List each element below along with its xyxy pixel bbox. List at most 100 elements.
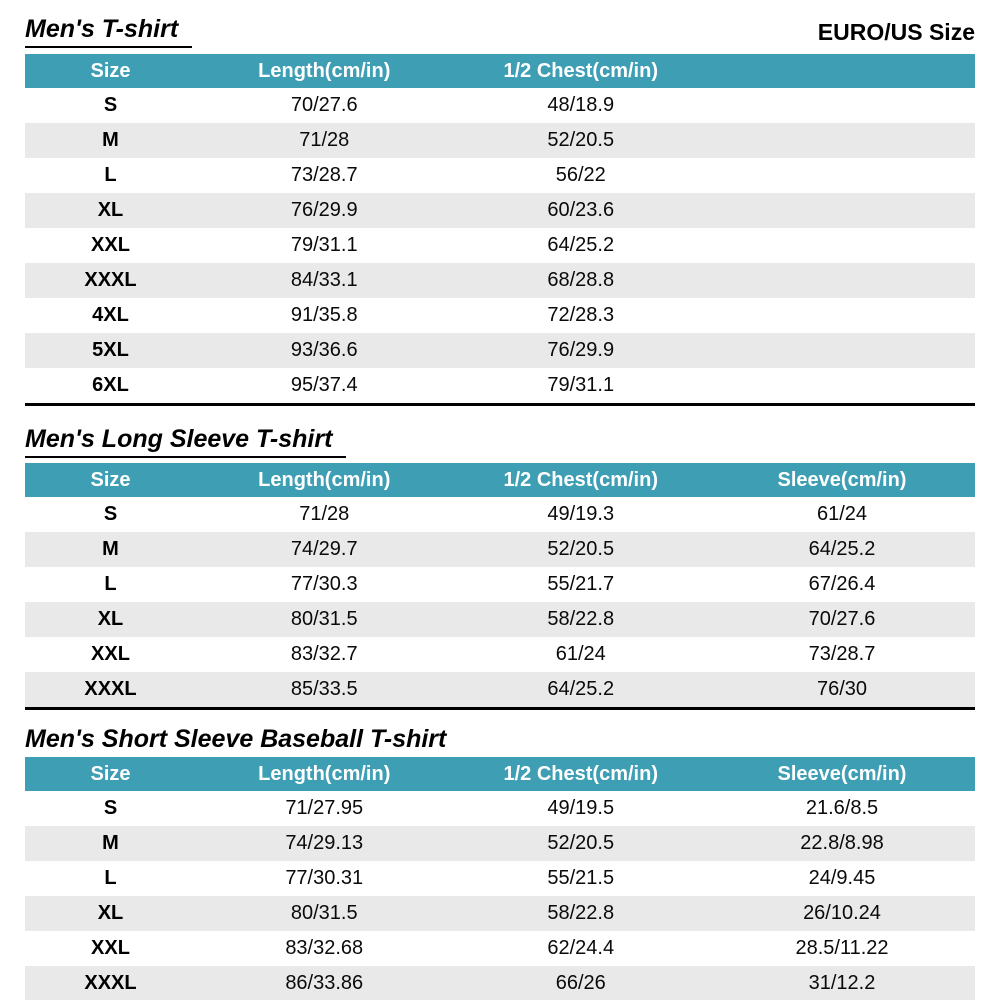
table-row: 6XL 95/37.4 79/31.1 — [25, 368, 975, 405]
column-header: 1/2 Chest(cm/in) — [452, 463, 709, 497]
size-cell: M — [102, 832, 119, 854]
measurement-cell — [709, 123, 975, 158]
table-row: XXXL 85/33.5 64/25.2 76/30 — [25, 672, 975, 709]
mens-long-sleeve-section: Men's Long Sleeve T-shirt Size Length(cm/… — [25, 424, 975, 710]
measurement-cell — [709, 158, 975, 193]
measurement-cell: 64/25.2 — [547, 678, 615, 700]
size-cell: 4XL — [92, 304, 129, 326]
table-row: XL 76/29.9 60/23.6 — [25, 193, 975, 228]
measurement-cell: 28.5/11.22 — [795, 937, 889, 959]
measurement-cell: 66/26 — [555, 972, 606, 994]
table-row: XXL 79/31.1 64/25.2 — [25, 228, 975, 263]
measurement-cell: 58/22.8 — [547, 902, 615, 924]
header-row: Size Length(cm/in) 1/2 Chest(cm/in) Sleeve(… — [25, 757, 975, 791]
measurement-cell: 62/24.4 — [547, 937, 615, 959]
size-cell: XXXL — [84, 269, 137, 291]
table-header: Size Length(cm/in) 1/2 Chest(cm/in) — [25, 54, 975, 88]
table-header: Size Length(cm/in) 1/2 Chest(cm/in) Sleeve(… — [25, 757, 975, 791]
column-header: 1/2 Chest(cm/in) — [452, 54, 709, 88]
measurement-cell: 73/28.7 — [290, 164, 358, 186]
measurement-cell: 64/25.2 — [808, 538, 876, 560]
measurement-cell: 55/21.5 — [547, 867, 615, 889]
mens-baseball-table: Size Length(cm/in) 1/2 Chest(cm/in) Sleeve(… — [25, 757, 975, 1000]
measurement-cell — [709, 368, 975, 405]
size-cell: 5XL — [92, 339, 129, 361]
measurement-cell: 52/20.5 — [547, 832, 615, 854]
table-row: S 70/27.6 48/18.9 — [25, 88, 975, 123]
column-header: Size — [25, 757, 196, 791]
table-header: Size Length(cm/in) 1/2 Chest(cm/in) Sleeve(… — [25, 463, 975, 497]
measurement-cell: 72/28.3 — [547, 304, 615, 326]
table-row: 5XL 93/36.6 76/29.9 — [25, 333, 975, 368]
measurement-cell: 64/25.2 — [547, 234, 615, 256]
measurement-cell: 76/30 — [816, 678, 868, 700]
measurement-cell: 55/21.7 — [547, 573, 615, 595]
size-cell: XXXL — [84, 678, 137, 700]
table-body: S 70/27.6 48/18.9 M 71/28 52/20.5 L 73/28.7 56/2… — [25, 88, 975, 405]
measurement-cell: 86/33.86 — [285, 972, 364, 994]
table-row: 4XL 91/35.8 72/28.3 — [25, 298, 975, 333]
size-cell: XXXL — [84, 972, 137, 994]
measurement-cell: 22.8/8.98 — [800, 832, 884, 854]
measurement-cell: 52/20.5 — [547, 129, 615, 151]
table-row: XXL 83/32.7 61/24 73/28.7 — [25, 637, 975, 672]
measurement-cell — [709, 333, 975, 368]
table-row: XXL 83/32.68 62/24.4 28.5/11.22 — [25, 931, 975, 966]
size-cell: XL — [97, 608, 124, 630]
measurement-cell: 21.6/8.5 — [805, 797, 879, 819]
column-header: 1/2 Chest(cm/in) — [452, 757, 709, 791]
header-row: Size Length(cm/in) 1/2 Chest(cm/in) — [25, 54, 975, 88]
table-row: M 71/28 52/20.5 — [25, 123, 975, 158]
column-header: Length(cm/in) — [196, 54, 453, 88]
table-row: S 71/28 49/19.3 61/24 — [25, 497, 975, 532]
measurement-cell — [709, 263, 975, 298]
mens-tshirt-table: Size Length(cm/in) 1/2 Chest(cm/in) S 70/27… — [25, 54, 975, 406]
mens-long-sleeve-table: Size Length(cm/in) 1/2 Chest(cm/in) Sleeve(… — [25, 463, 975, 710]
column-header: Sleeve(cm/in) — [709, 757, 975, 791]
measurement-cell: 76/29.9 — [547, 339, 615, 361]
measurement-cell: 91/35.8 — [290, 304, 358, 326]
measurement-cell: 49/19.3 — [547, 503, 615, 525]
column-header: Size — [25, 54, 196, 88]
measurement-cell: 48/18.9 — [547, 94, 615, 116]
measurement-cell: 56/22 — [555, 164, 606, 186]
size-cell: 6XL — [92, 374, 129, 396]
size-cell: L — [104, 164, 117, 186]
measurement-cell: 58/22.8 — [547, 608, 615, 630]
measurement-cell: 71/28 — [299, 503, 350, 525]
measurement-cell — [709, 228, 975, 263]
measurement-cell: 80/31.5 — [290, 902, 358, 924]
table-row: L 73/28.7 56/22 — [25, 158, 975, 193]
measurement-cell: 61/24 — [816, 503, 868, 525]
column-header: Length(cm/in) — [196, 463, 453, 497]
measurement-cell: 76/29.9 — [290, 199, 358, 221]
measurement-cell: 61/24 — [555, 643, 606, 665]
measurement-cell: 71/27.95 — [285, 797, 364, 819]
size-cell: S — [103, 94, 118, 116]
table-row: L 77/30.31 55/21.5 24/9.45 — [25, 861, 975, 896]
measurement-cell — [709, 88, 975, 123]
size-cell: XXL — [91, 643, 130, 665]
size-cell: XXL — [91, 234, 130, 256]
measurement-cell: 24/9.45 — [808, 867, 876, 889]
measurement-cell: 71/28 — [299, 129, 350, 151]
measurement-cell: 79/31.1 — [290, 234, 358, 256]
table-row: XL 80/31.5 58/22.8 26/10.24 — [25, 896, 975, 931]
mens-baseball-title: Men's Short Sleeve Baseball T-shirt — [25, 724, 975, 754]
size-cell: S — [103, 503, 118, 525]
mens-tshirt-title: Men's T-shirt — [25, 14, 193, 48]
measurement-cell — [709, 193, 975, 228]
measurement-cell: 83/32.7 — [290, 643, 358, 665]
table-row: XXXL 84/33.1 68/28.8 — [25, 263, 975, 298]
measurement-cell: 68/28.8 — [547, 269, 615, 291]
measurement-cell: 95/37.4 — [290, 374, 358, 396]
table-row: S 71/27.95 49/19.5 21.6/8.5 — [25, 791, 975, 826]
mens-baseball-section: Men's Short Sleeve Baseball T-shirt Size… — [25, 724, 975, 1000]
table-body: S 71/27.95 49/19.5 21.6/8.5 M 74/29.13 52/20.5… — [25, 791, 975, 1000]
measurement-cell: 77/30.3 — [290, 573, 358, 595]
size-cell: L — [104, 867, 117, 889]
column-header: Length(cm/in) — [196, 757, 453, 791]
size-cell: L — [104, 573, 117, 595]
measurement-cell: 85/33.5 — [290, 678, 358, 700]
